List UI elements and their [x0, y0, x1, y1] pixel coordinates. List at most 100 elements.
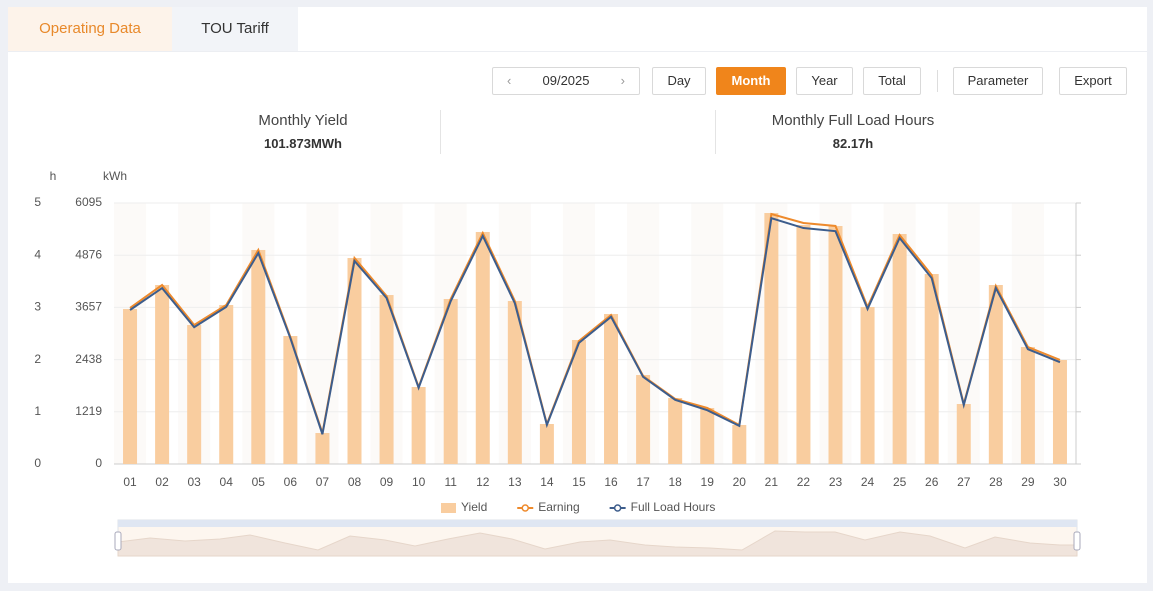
date-text: 09/2025	[542, 73, 590, 88]
x-tick-label: 05	[252, 475, 266, 489]
x-tick-label: 22	[797, 475, 811, 489]
x-tick-label: 10	[412, 475, 426, 489]
x-tick-label: 24	[861, 475, 875, 489]
zoom-bar[interactable]	[118, 520, 1077, 527]
period-button[interactable]: Year	[796, 67, 853, 95]
x-tick-label: 15	[572, 475, 586, 489]
bar	[828, 225, 843, 464]
legend-item[interactable]: Yield	[441, 500, 487, 514]
action-button[interactable]: Export	[1059, 67, 1127, 95]
tab[interactable]: TOU Tariff	[172, 7, 298, 51]
x-tick-label: 08	[348, 475, 362, 489]
action-button[interactable]: Parameter	[953, 67, 1043, 95]
bar	[668, 398, 683, 464]
bar	[347, 258, 362, 464]
y-tick-label: 2	[34, 352, 41, 366]
y-tick-label: 4	[34, 247, 41, 261]
legend-swatch	[441, 503, 456, 513]
period-button[interactable]: Day	[652, 67, 706, 95]
x-tick-label: 07	[316, 475, 330, 489]
period-button[interactable]: Month	[716, 67, 786, 95]
bar	[123, 309, 138, 464]
next-arrow[interactable]: ›	[620, 73, 625, 88]
x-tick-label: 26	[925, 475, 939, 489]
separator	[937, 70, 938, 92]
x-tick-label: 03	[187, 475, 201, 489]
y-tick-label: 0	[34, 456, 41, 470]
y-tick-label: 1	[34, 404, 41, 418]
bar	[411, 387, 426, 464]
x-tick-label: 19	[701, 475, 715, 489]
stat-label: Monthly Yield	[258, 112, 348, 129]
y2-axis-unit: kWh	[103, 169, 127, 183]
x-tick-label: 21	[765, 475, 779, 489]
zoom-handle[interactable]	[1073, 531, 1081, 551]
bar	[219, 305, 234, 464]
bar	[475, 231, 490, 464]
x-tick-label: 13	[508, 475, 522, 489]
x-tick-label: 01	[123, 475, 137, 489]
x-tick-label: 23	[829, 475, 843, 489]
x-tick-label: 28	[989, 475, 1003, 489]
x-tick-label: 12	[476, 475, 490, 489]
stat-label: Monthly Full Load Hours	[771, 112, 935, 129]
bar	[283, 336, 298, 464]
bar	[924, 273, 939, 464]
bar	[187, 324, 202, 464]
x-tick-label: 30	[1053, 475, 1067, 489]
prev-arrow[interactable]: ‹	[507, 73, 512, 88]
period-button[interactable]: Total	[863, 67, 921, 95]
legend-label: Yield	[461, 500, 487, 514]
y2-tick-label: 4876	[75, 247, 102, 261]
zoom-handle[interactable]	[114, 531, 122, 551]
bar	[700, 407, 715, 464]
y2-tick-label: 6095	[75, 195, 102, 209]
bar	[379, 295, 394, 464]
y2-tick-label: 2438	[75, 352, 102, 366]
legend-label: Full Load Hours	[631, 500, 716, 514]
legend-swatch	[613, 504, 622, 512]
bar	[507, 301, 522, 464]
x-tick-label: 27	[957, 475, 971, 489]
bar	[1052, 359, 1067, 464]
legend-swatch	[521, 504, 529, 512]
band	[306, 203, 339, 464]
divider	[715, 110, 716, 154]
x-tick-label: 29	[1021, 475, 1035, 489]
bar	[988, 285, 1003, 464]
bar	[443, 299, 458, 464]
bar	[315, 432, 330, 464]
bar	[1020, 347, 1035, 464]
bar	[764, 213, 779, 464]
x-tick-label: 25	[893, 475, 907, 489]
x-tick-label: 20	[733, 475, 747, 489]
bar	[956, 404, 971, 464]
tab[interactable]: Operating Data	[8, 7, 172, 51]
y-axis-unit: h	[50, 169, 57, 183]
x-tick-label: 02	[155, 475, 169, 489]
stat-value: 101.873MWh	[263, 136, 343, 151]
x-tick-label: 04	[220, 475, 234, 489]
x-tick-label: 06	[284, 475, 298, 489]
legend-item[interactable]: Full Load Hours	[609, 500, 716, 514]
bar	[796, 225, 811, 464]
bar	[636, 375, 651, 464]
bar	[732, 424, 747, 464]
x-tick-label: 11	[444, 475, 457, 489]
x-tick-label: 14	[540, 475, 554, 489]
stat-value: 82.17h	[832, 136, 874, 151]
y2-tick-label: 1219	[75, 404, 102, 418]
y2-tick-label: 3657	[75, 300, 102, 314]
x-tick-label: 18	[668, 475, 682, 489]
legend-item[interactable]: Earning	[517, 500, 580, 514]
x-tick-label: 09	[380, 475, 394, 489]
y-tick-label: 3	[34, 300, 41, 314]
bar	[155, 285, 170, 464]
bar	[860, 307, 875, 464]
x-tick-label: 16	[604, 475, 618, 489]
date-picker[interactable]: ‹ 09/2025 ›	[492, 67, 640, 95]
data-zoom[interactable]	[114, 519, 1081, 557]
legend-label: Earning	[538, 500, 579, 514]
